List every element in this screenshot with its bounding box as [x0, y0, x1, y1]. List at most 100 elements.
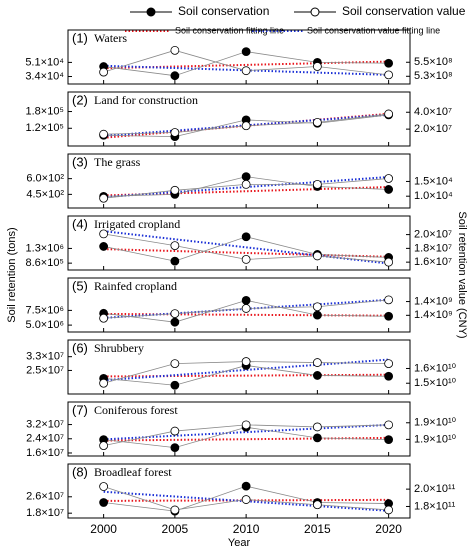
panel-number: (7)	[72, 402, 88, 417]
data-point	[99, 498, 109, 507]
data-point	[384, 70, 394, 80]
panel-title: Rainfed cropland	[94, 279, 177, 293]
y2-tick-label: 2.0×10⁷	[414, 123, 452, 135]
fit-line	[103, 176, 389, 199]
panel-frame	[67, 91, 411, 147]
y2-tick-label: 1.0×10⁴	[414, 190, 453, 202]
data-point	[241, 179, 251, 189]
y2-tick-label: 1.5×10⁴	[414, 175, 453, 187]
legend-marker	[146, 7, 156, 17]
panel-frame	[67, 339, 411, 395]
panel-frame	[67, 29, 411, 85]
panel-number: (2)	[72, 92, 88, 107]
y2-tick-label: 1.8×10⁷	[414, 242, 452, 254]
data-point	[384, 185, 394, 194]
y2-tick-label: 5.5×10⁸	[414, 56, 453, 68]
x-tick-label: 2015	[304, 522, 331, 536]
panel-title: Coniferous forest	[94, 403, 178, 417]
panel-frame	[67, 401, 411, 457]
data-point	[241, 495, 251, 504]
data-point	[241, 66, 251, 76]
y-tick-label: 1.8×10⁵	[25, 105, 64, 117]
data-point	[99, 67, 109, 77]
data-point	[384, 505, 394, 515]
panel-title: The grass	[94, 155, 141, 169]
data-point	[312, 371, 322, 380]
y-tick-label: 1.8×10⁷	[26, 507, 64, 519]
y-tick-label: 1.3×10⁶	[26, 242, 64, 254]
data-point	[312, 179, 322, 189]
data-point	[170, 71, 180, 81]
y2-axis-label: Soil retention value (CNY)	[456, 211, 468, 338]
y2-tick-label: 1.8×10¹¹	[414, 500, 456, 512]
y2-tick-label: 1.9×10¹⁰	[414, 433, 457, 445]
data-point	[312, 62, 322, 71]
y-axis-label: Soil retention (tons)	[6, 227, 18, 322]
y-tick-label: 3.3×10⁷	[26, 351, 64, 363]
data-point	[170, 426, 180, 436]
panel-title: Broadleaf forest	[94, 465, 172, 479]
data-point	[99, 441, 109, 451]
data-point	[384, 174, 394, 183]
data-point	[384, 311, 394, 321]
data-point	[384, 420, 394, 430]
data-point	[312, 358, 322, 367]
y-tick-label: 8.6×10⁵	[25, 257, 64, 269]
y-tick-label: 5.0×10⁶	[26, 319, 64, 331]
panel-number: (3)	[72, 154, 88, 169]
data-point	[241, 304, 251, 313]
y2-tick-label: 4.0×10⁷	[414, 106, 452, 118]
data-point	[384, 109, 394, 119]
y-tick-label: 1.2×10⁵	[25, 122, 64, 134]
x-tick-label: 2010	[233, 522, 260, 536]
y2-tick-label: 1.5×10¹⁰	[414, 377, 457, 389]
y2-tick-label: 1.4×10⁹	[414, 295, 453, 307]
y2-tick-label: 1.6×10⁷	[414, 256, 452, 268]
data-point	[99, 482, 109, 491]
data-point	[170, 443, 180, 453]
y-tick-label: 2.6×10⁷	[26, 491, 64, 503]
x-axis-label: Year	[228, 537, 251, 549]
y2-tick-label: 2.0×10⁷	[414, 229, 452, 241]
panel-number: (8)	[72, 464, 88, 479]
panel-number: (4)	[72, 216, 88, 231]
y2-tick-label: 1.6×10¹⁰	[414, 362, 457, 374]
y-tick-label: 2.4×10⁷	[26, 433, 64, 445]
data-point	[241, 357, 251, 366]
y-tick-label: 3.2×10⁷	[26, 418, 64, 430]
y-tick-label: 5.1×10⁴	[25, 56, 64, 68]
data-point	[384, 295, 394, 305]
data-point	[312, 433, 322, 443]
data-point	[312, 500, 322, 510]
data-point	[99, 313, 109, 323]
data-point	[384, 257, 394, 267]
y2-tick-label: 5.3×10⁸	[414, 70, 453, 82]
data-point	[170, 359, 180, 369]
data-point	[241, 121, 251, 131]
data-point	[99, 193, 109, 203]
y2-tick-label: 1.4×10⁹	[414, 309, 453, 321]
data-point	[170, 241, 180, 251]
data-point	[99, 378, 109, 388]
panel-number: (5)	[72, 278, 88, 293]
panel-number: (6)	[72, 340, 88, 355]
data-point	[99, 242, 109, 251]
data-point	[170, 317, 180, 327]
x-tick-label: 2000	[90, 522, 117, 536]
data-point	[99, 129, 109, 139]
y-tick-label: 6.0×10²	[26, 173, 64, 185]
data-point	[312, 422, 322, 432]
data-point	[241, 420, 251, 430]
data-point	[170, 45, 180, 55]
fit-line	[103, 113, 389, 137]
data-point	[312, 117, 322, 127]
data-point	[170, 185, 180, 195]
y-tick-label: 4.5×10²	[26, 188, 64, 200]
panel-number: (1)	[72, 30, 88, 45]
y2-tick-label: 2.0×10¹¹	[414, 483, 456, 495]
data-point	[312, 302, 322, 312]
fit-line	[103, 490, 389, 512]
data-point	[170, 380, 180, 390]
y-tick-label: 2.5×10⁷	[26, 364, 64, 376]
